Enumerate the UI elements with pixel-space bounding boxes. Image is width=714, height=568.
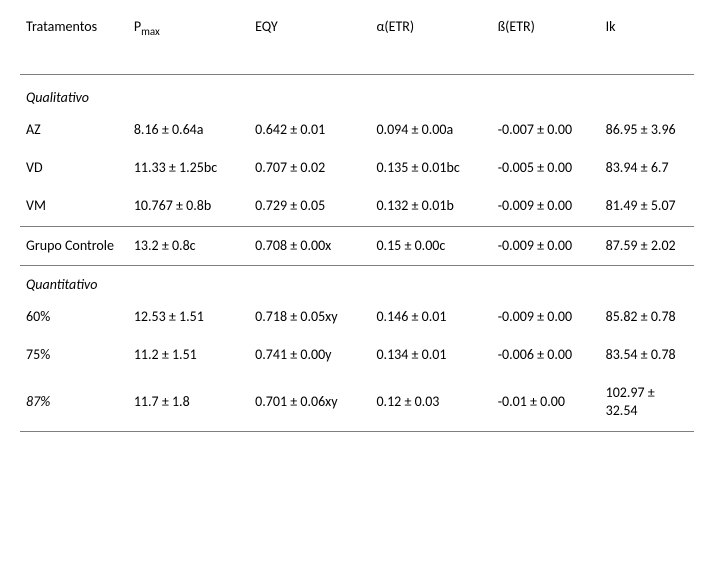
cell-eqy: 0.718 ± 0.05xy [249,298,370,336]
pmax-label: P [134,18,141,35]
cell-eqy: 0.701 ± 0.06xy [249,374,370,431]
page: Tratamentos Pmax EQY α(ETR) ß(ETR) Ik Qu… [0,0,714,568]
section-qualitativo: Qualitativo [20,74,694,111]
cell-ik: 83.54 ± 0.78 [600,336,694,374]
section-quantitativo: Quantitativo [20,265,694,298]
cell-eqy: 0.741 ± 0.00y [249,336,370,374]
section-label: Quantitativo [20,265,694,298]
cell-alpha: 0.12 ± 0.03 [370,374,491,431]
row-60: 60% 12.53 ± 1.51 0.718 ± 0.05xy 0.146 ± … [20,298,694,336]
col-alpha: α(ETR) [370,14,491,74]
cell-pmax: 11.2 ± 1.51 [128,336,249,374]
row-grupo-controle: Grupo Controle 13.2 ± 0.8c 0.708 ± 0.00x… [20,226,694,265]
cell-beta: -0.007 ± 0.00 [492,111,600,149]
data-table: Tratamentos Pmax EQY α(ETR) ß(ETR) Ik Qu… [20,14,694,432]
row-87: 87% 11.7 ± 1.8 0.701 ± 0.06xy 0.12 ± 0.0… [20,374,694,431]
cell-beta: -0.009 ± 0.00 [492,187,600,226]
cell-pmax: 13.2 ± 0.8c [128,226,249,265]
col-pmax: Pmax [128,14,249,74]
cell-eqy: 0.707 ± 0.02 [249,149,370,187]
row-vm: VM 10.767 ± 0.8b 0.729 ± 0.05 0.132 ± 0.… [20,187,694,226]
col-eqy: EQY [249,14,370,74]
cell-beta: -0.01 ± 0.00 [492,374,600,431]
cell-pmax: 12.53 ± 1.51 [128,298,249,336]
cell-beta: -0.005 ± 0.00 [492,149,600,187]
cell-ik: 87.59 ± 2.02 [600,226,694,265]
cell-alpha: 0.146 ± 0.01 [370,298,491,336]
cell-label: VM [20,187,128,226]
col-ik: Ik [600,14,694,74]
row-az: AZ 8.16 ± 0.64a 0.642 ± 0.01 0.094 ± 0.0… [20,111,694,149]
cell-label: AZ [20,111,128,149]
section-label: Qualitativo [20,74,694,111]
cell-label: 75% [20,336,128,374]
col-beta: ß(ETR) [492,14,600,74]
cell-alpha: 0.094 ± 0.00a [370,111,491,149]
cell-label: 87% [20,374,128,431]
cell-pmax: 10.767 ± 0.8b [128,187,249,226]
cell-beta: -0.009 ± 0.00 [492,298,600,336]
cell-ik: 81.49 ± 5.07 [600,187,694,226]
cell-label: 60% [20,298,128,336]
cell-pmax: 8.16 ± 0.64a [128,111,249,149]
pmax-sub: max [141,25,160,38]
header-row: Tratamentos Pmax EQY α(ETR) ß(ETR) Ik [20,14,694,74]
cell-eqy: 0.708 ± 0.00x [249,226,370,265]
cell-alpha: 0.15 ± 0.00c [370,226,491,265]
cell-ik: 85.82 ± 0.78 [600,298,694,336]
row-vd: VD 11.33 ± 1.25bc 0.707 ± 0.02 0.135 ± 0… [20,149,694,187]
cell-eqy: 0.642 ± 0.01 [249,111,370,149]
cell-ik: 102.97 ± 32.54 [600,374,694,431]
cell-beta: -0.009 ± 0.00 [492,226,600,265]
cell-ik: 86.95 ± 3.96 [600,111,694,149]
cell-label: VD [20,149,128,187]
row-75: 75% 11.2 ± 1.51 0.741 ± 0.00y 0.134 ± 0.… [20,336,694,374]
cell-alpha: 0.134 ± 0.01 [370,336,491,374]
cell-eqy: 0.729 ± 0.05 [249,187,370,226]
cell-label: Grupo Controle [20,226,128,265]
cell-pmax: 11.7 ± 1.8 [128,374,249,431]
cell-alpha: 0.132 ± 0.01b [370,187,491,226]
col-tratamentos: Tratamentos [20,14,128,74]
cell-pmax: 11.33 ± 1.25bc [128,149,249,187]
cell-beta: -0.006 ± 0.00 [492,336,600,374]
cell-ik: 83.94 ± 6.7 [600,149,694,187]
cell-alpha: 0.135 ± 0.01bc [370,149,491,187]
